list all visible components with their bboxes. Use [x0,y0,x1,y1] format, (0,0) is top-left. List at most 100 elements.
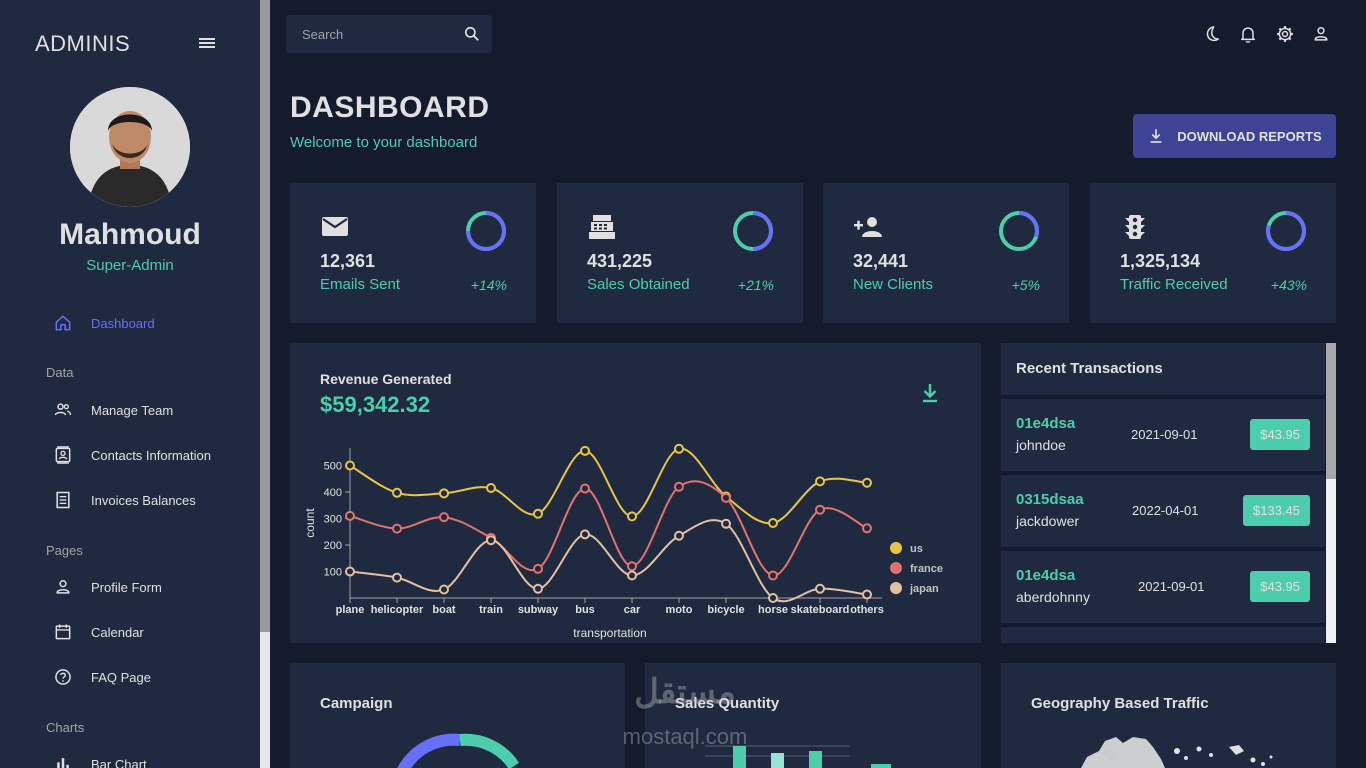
x-tick-label: bus [575,604,595,616]
sidebar-item-contacts[interactable]: Contacts Information [0,435,260,475]
data-point-france [580,483,590,494]
data-point-us [627,511,637,522]
transactions-scrollbar-thumb[interactable] [1326,343,1336,479]
x-tick-label: train [479,604,503,616]
x-tick-label: car [624,604,641,616]
x-tick-label: skateboard [791,604,850,616]
data-point-france [627,561,637,572]
x-tick-label: bicycle [707,604,744,616]
sidebar-item-bar-chart[interactable]: Bar Chart [0,744,260,768]
user-name: Mahmoud [59,218,201,251]
data-point-japan [345,566,355,577]
sidebar-item-manage-team[interactable]: Manage Team [0,390,260,430]
transaction-id: 01e4dsa [1016,567,1076,584]
dark-mode-icon[interactable] [1202,24,1222,44]
data-point-japan [439,584,449,595]
revenue-card: 100 200 300 400 500 plane helicopter boat train s… [290,343,981,643]
transaction-cost: $43.95 [1250,571,1310,602]
progress-ring [1266,211,1306,251]
progress-ring [999,211,1039,251]
sidebar-item-faq[interactable]: FAQ Page [0,657,260,697]
data-point-japan [768,593,778,603]
search-input[interactable] [286,15,456,53]
data-point-japan [721,518,731,529]
stat-card-sales: 431,225 Sales Obtained +21% [557,183,803,323]
data-point-japan [627,570,637,581]
y-axis-label: count [303,508,317,538]
legend-label-japan: japan [909,583,939,595]
data-point-france [815,504,825,515]
transaction-row [1001,627,1325,643]
person-icon [52,576,74,598]
avatar [70,87,190,207]
download-reports-label: DOWNLOAD REPORTS [1177,128,1322,144]
sidebar-item-profile-form[interactable]: Profile Form [0,567,260,607]
sidebar-item-label: Manage Team [91,402,174,418]
calendar-icon [52,621,74,643]
notifications-icon[interactable] [1238,24,1258,44]
data-point-japan [815,583,825,594]
data-point-france [392,523,402,534]
campaign-progress-ring [397,733,520,768]
person-add-icon [853,213,883,241]
sidebar-item-calendar[interactable]: Calendar [0,612,260,652]
data-point-us [533,508,543,519]
sales-quantity-card: Sales Quantity [645,663,981,768]
stat-change: +5% [1011,277,1040,293]
stat-change: +21% [737,277,774,293]
stat-change: +43% [1270,277,1307,293]
menu-icon[interactable] [196,33,218,53]
data-point-france [721,492,731,503]
download-icon[interactable] [918,381,942,405]
sidebar-item-label: Bar Chart [91,756,147,768]
people-icon [52,399,74,421]
email-icon [320,213,350,241]
sidebar-item-dashboard[interactable]: Dashboard [0,303,260,343]
stat-value: 1,325,134 [1120,251,1201,271]
stat-card-clients: 32,441 New Clients +5% [823,183,1069,323]
bar-chart-icon [52,753,74,768]
data-point-france [862,523,872,534]
download-icon [1147,127,1165,145]
sidebar-item-invoices[interactable]: Invoices Balances [0,480,260,520]
legend-label-us: us [910,543,923,555]
data-point-us [345,460,355,471]
stat-label: Emails Sent [320,276,401,293]
settings-icon[interactable] [1275,24,1295,44]
legend-marker-japan [890,582,902,594]
sidebar-scrollbar-thumb[interactable] [260,0,270,632]
geography-title: Geography Based Traffic [1031,695,1209,712]
y-tick-label: 100 [324,567,342,579]
legend-marker-us [890,542,902,554]
sales-quantity-title: Sales Quantity [675,695,780,712]
user-icon[interactable] [1311,24,1331,44]
transaction-date: 2021-09-01 [1138,579,1205,594]
download-reports-button[interactable]: DOWNLOAD REPORTS [1133,114,1336,158]
page-subtitle: Welcome to your dashboard [290,134,478,151]
progress-ring [466,211,506,251]
transaction-row: 01e4dsa johndoe 2021-09-01 $43.95 [1001,399,1325,471]
home-icon [52,312,74,334]
receipt-icon [52,489,74,511]
stat-value: 32,441 [853,251,909,271]
sidebar-item-label: FAQ Page [91,669,151,685]
sidebar-scrollbar[interactable] [260,0,270,768]
stat-label: Sales Obtained [587,276,690,293]
data-point-us [862,477,872,488]
geography-map [1081,737,1273,768]
data-point-france [439,512,449,523]
series-line-us [349,447,868,525]
search-icon[interactable] [462,24,482,44]
stat-card-traffic: 1,325,134 Traffic Received +43% [1090,183,1336,323]
transactions-scrollbar[interactable] [1326,343,1336,643]
stat-value: 12,361 [320,251,376,271]
transaction-id: 0315dsaa [1016,491,1084,508]
sidebar-item-label: Contacts Information [91,447,211,463]
recent-transactions: Recent Transactions 01e4dsa johndoe 2021… [1001,343,1336,643]
transaction-date: 2022-04-01 [1132,503,1199,518]
data-point-us [768,518,778,529]
progress-ring [733,211,773,251]
x-tick-label: plane [336,604,365,616]
transaction-user: jackdower [1016,513,1080,529]
data-point-france [345,510,355,521]
